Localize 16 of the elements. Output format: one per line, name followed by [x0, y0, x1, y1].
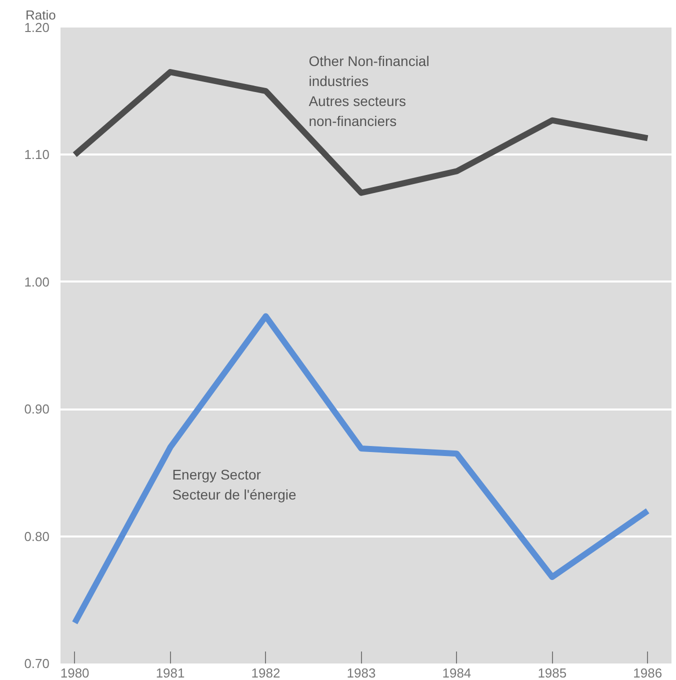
x-tick-label: 1984	[442, 666, 472, 680]
x-tick-label: 1980	[60, 666, 90, 680]
y-tick-label: 1.00	[24, 274, 50, 290]
y-tick-label: 0.70	[24, 656, 50, 671]
y-tick-label: 1.10	[24, 147, 50, 162]
y-tick-label: 1.20	[24, 20, 50, 35]
x-tick-label: 1983	[346, 666, 376, 680]
x-tick-label: 1985	[538, 666, 567, 680]
y-axis-title: Ratio	[26, 8, 56, 22]
y-tick-label: 0.80	[24, 528, 50, 544]
x-tick-label: 1982	[251, 666, 280, 680]
y-tick-label: 0.90	[24, 402, 50, 417]
x-tick-label: 1986	[633, 666, 662, 680]
series-label: Energy Sector Secteur de l'énergie	[172, 466, 296, 502]
x-tick-label: 1981	[156, 666, 185, 680]
series-label: Other Non-financial industries Autres secteurs non-financiers	[308, 52, 430, 129]
